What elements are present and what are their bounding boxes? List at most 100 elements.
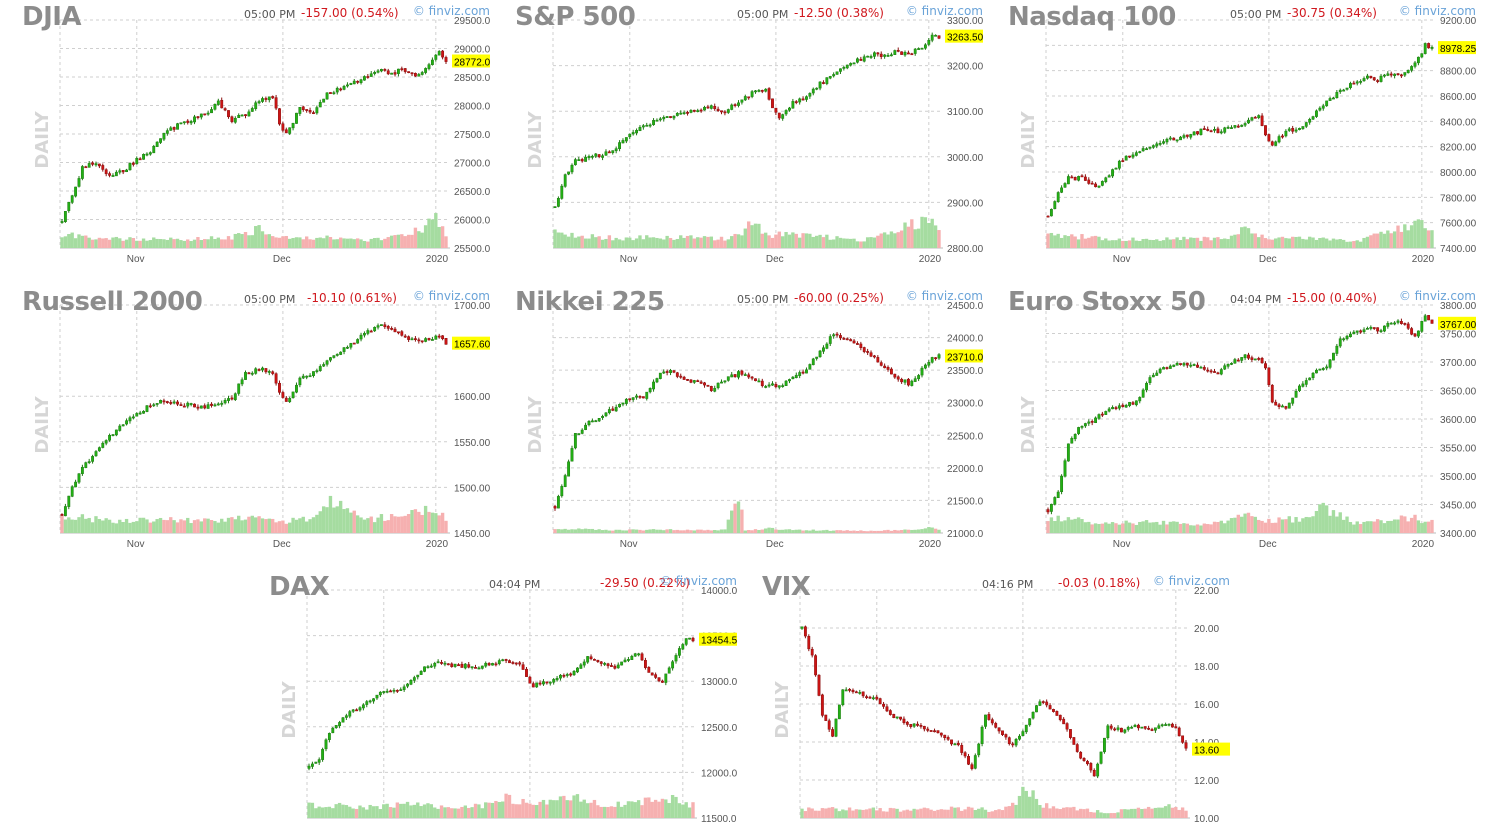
x-tick-label: Nov: [127, 539, 145, 550]
volume-bar: [570, 529, 574, 533]
candle-body: [878, 698, 882, 705]
source-link[interactable]: © finviz.com: [1153, 574, 1230, 588]
volume-bar: [1158, 524, 1162, 533]
candle-body: [577, 433, 581, 435]
candle-body: [1134, 400, 1138, 406]
candle-body: [342, 86, 346, 90]
volume-bar: [1290, 236, 1295, 248]
volume-bar: [104, 518, 108, 533]
candle-body: [453, 663, 457, 667]
volume-bar: [1070, 519, 1074, 533]
source-link[interactable]: © finviz.com: [660, 574, 737, 588]
y-tick-label: 3300.00: [947, 16, 983, 27]
volume-bar: [655, 237, 659, 248]
volume-bar: [677, 803, 682, 818]
candle-body: [713, 106, 717, 110]
candle-body: [1087, 179, 1091, 184]
chart-panel: 9200.009000.008800.008600.008400.008200.…: [1006, 0, 1476, 270]
candle-body: [1107, 175, 1111, 178]
volume-bar: [1160, 807, 1164, 818]
volume-bar: [1017, 795, 1022, 818]
volume-bar: [182, 240, 187, 248]
volume-bar: [1274, 522, 1278, 533]
candle-body: [1359, 330, 1363, 333]
candle-body: [1345, 87, 1349, 90]
volume-bar: [811, 529, 815, 533]
candle-body: [348, 711, 352, 717]
candle-body: [412, 677, 416, 681]
candle-body: [825, 77, 829, 84]
candle-body: [1223, 365, 1227, 370]
volume-bar: [577, 528, 581, 533]
candle-body: [1277, 404, 1281, 407]
volume-bar: [597, 236, 601, 248]
volume-bar: [1372, 521, 1376, 533]
volume-bar: [1274, 238, 1278, 248]
volume-bar: [621, 240, 625, 248]
source-link[interactable]: © finviz.com: [906, 289, 983, 303]
volume-bar: [899, 230, 904, 248]
volume-bar: [1267, 518, 1271, 533]
chart-panel: 1700.00 1600.00 1550.00 1500.00 1450.00 Nov De…: [20, 285, 490, 555]
candle-body: [67, 495, 71, 507]
candle-body: [1311, 372, 1315, 378]
candle-body: [760, 90, 764, 92]
candle-body: [1308, 377, 1312, 381]
volume-bar: [1185, 239, 1190, 248]
volume-bar: [1078, 808, 1083, 818]
candle-body: [624, 398, 628, 404]
volume-bar: [375, 806, 379, 818]
source-link[interactable]: © finviz.com: [1399, 289, 1476, 303]
source-link[interactable]: © finviz.com: [906, 4, 983, 18]
candle-body: [402, 686, 406, 690]
volume-bar: [352, 239, 356, 248]
candle-body: [125, 169, 128, 173]
candle-body: [641, 396, 645, 399]
source-link[interactable]: © finviz.com: [413, 4, 490, 18]
candle-body: [1141, 148, 1145, 152]
volume-bar: [665, 235, 669, 248]
candle-body: [1092, 770, 1096, 777]
candle-body: [419, 670, 423, 675]
candle-body: [317, 759, 321, 763]
candle-body: [101, 165, 105, 170]
volume-bar: [427, 218, 431, 248]
volume-bar: [648, 237, 652, 248]
candle-body: [501, 659, 505, 662]
volume-bar: [987, 811, 991, 818]
copyright-icon: ©: [1398, 289, 1415, 303]
source-link[interactable]: © finviz.com: [413, 289, 490, 303]
candle-body: [441, 335, 445, 340]
volume-bar: [77, 517, 81, 533]
volume-bar: [1090, 524, 1094, 533]
volume-bar: [906, 529, 911, 533]
volume-bar: [1270, 239, 1274, 248]
source-link[interactable]: © finviz.com: [1399, 4, 1476, 18]
volume-bar: [1195, 524, 1200, 533]
volume-bar: [1165, 524, 1169, 533]
x-tick-label: Dec: [273, 539, 291, 550]
volume-bar: [226, 236, 231, 248]
volume-bar: [186, 239, 190, 248]
volume-bar: [320, 807, 325, 818]
candle-body: [740, 370, 744, 375]
candle-body: [800, 626, 804, 629]
volume-bar: [1420, 523, 1424, 533]
candle-body: [1315, 369, 1318, 374]
candle-body: [1028, 718, 1032, 726]
volume-bar: [395, 802, 400, 818]
candle-body: [1413, 333, 1417, 337]
candle-body: [1175, 139, 1179, 142]
candle-body: [868, 696, 872, 699]
volume-bar: [624, 237, 629, 248]
candle-body: [1410, 66, 1414, 71]
volume-bar: [943, 809, 947, 818]
volume-bar: [1328, 515, 1332, 533]
volume-bar: [841, 809, 845, 818]
volume-bar: [607, 530, 612, 533]
candle-body: [805, 96, 808, 100]
candle-body: [970, 764, 974, 769]
source-text: finviz.com: [1414, 289, 1476, 303]
candle-body: [196, 116, 200, 118]
volume-bar: [926, 808, 930, 818]
